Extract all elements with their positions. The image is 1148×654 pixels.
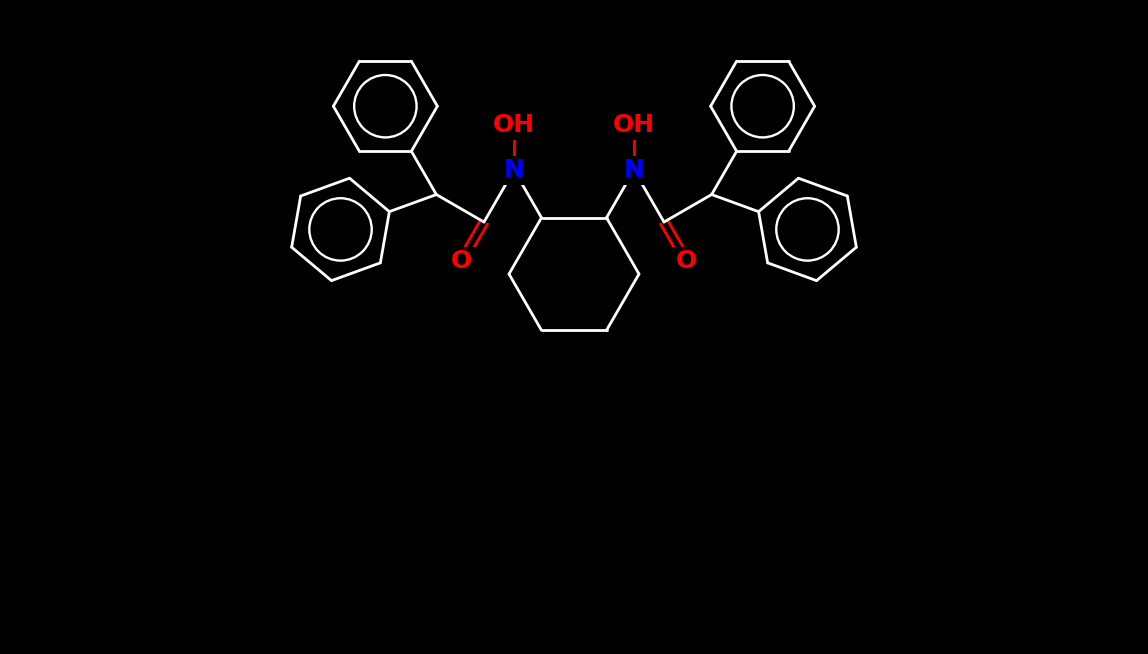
Text: O: O — [676, 249, 697, 273]
Text: OH: OH — [613, 113, 656, 137]
Text: O: O — [451, 249, 472, 273]
Text: N: N — [504, 158, 525, 182]
Text: OH: OH — [492, 113, 535, 137]
Text: N: N — [623, 158, 644, 182]
